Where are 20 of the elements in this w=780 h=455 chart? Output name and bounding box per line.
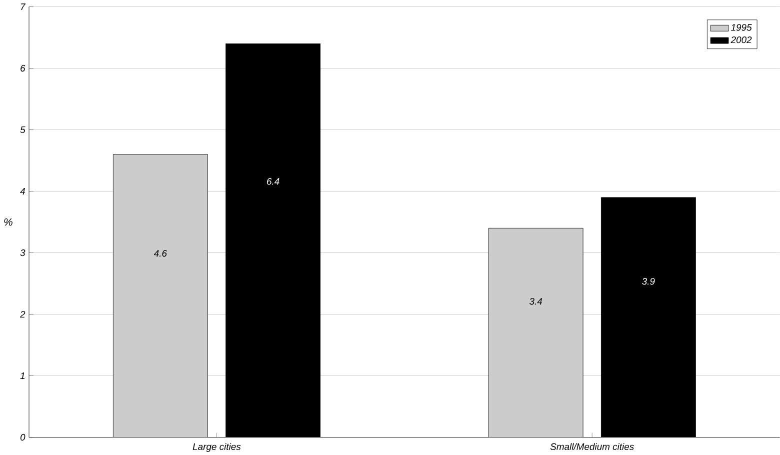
y-tick-label: 0 — [20, 434, 26, 440]
y-tick-label: 6 — [20, 64, 26, 72]
bar — [112, 154, 208, 438]
data-label: 3.4 — [529, 298, 542, 305]
data-label: 6.4 — [266, 178, 280, 185]
y-tick-label: 7 — [21, 3, 26, 10]
legend-label: 1995 — [731, 24, 752, 31]
y-tick-label: 1 — [20, 372, 25, 379]
y-tick-label: 3 — [20, 249, 26, 256]
y-tick-label: 4 — [20, 188, 25, 194]
y-tick-label: 2 — [20, 310, 26, 318]
x-tick-label: Large cities — [192, 442, 241, 452]
y-tick-label: 5 — [20, 126, 26, 133]
x-tick-label: Small/Medium cities — [550, 442, 634, 450]
bar — [600, 197, 696, 438]
data-label: 3.9 — [642, 278, 655, 285]
bar — [488, 228, 584, 438]
legend-label: 2002 — [730, 36, 752, 43]
y-axis-title: % — [4, 218, 12, 226]
data-label: 4.6 — [154, 250, 167, 257]
